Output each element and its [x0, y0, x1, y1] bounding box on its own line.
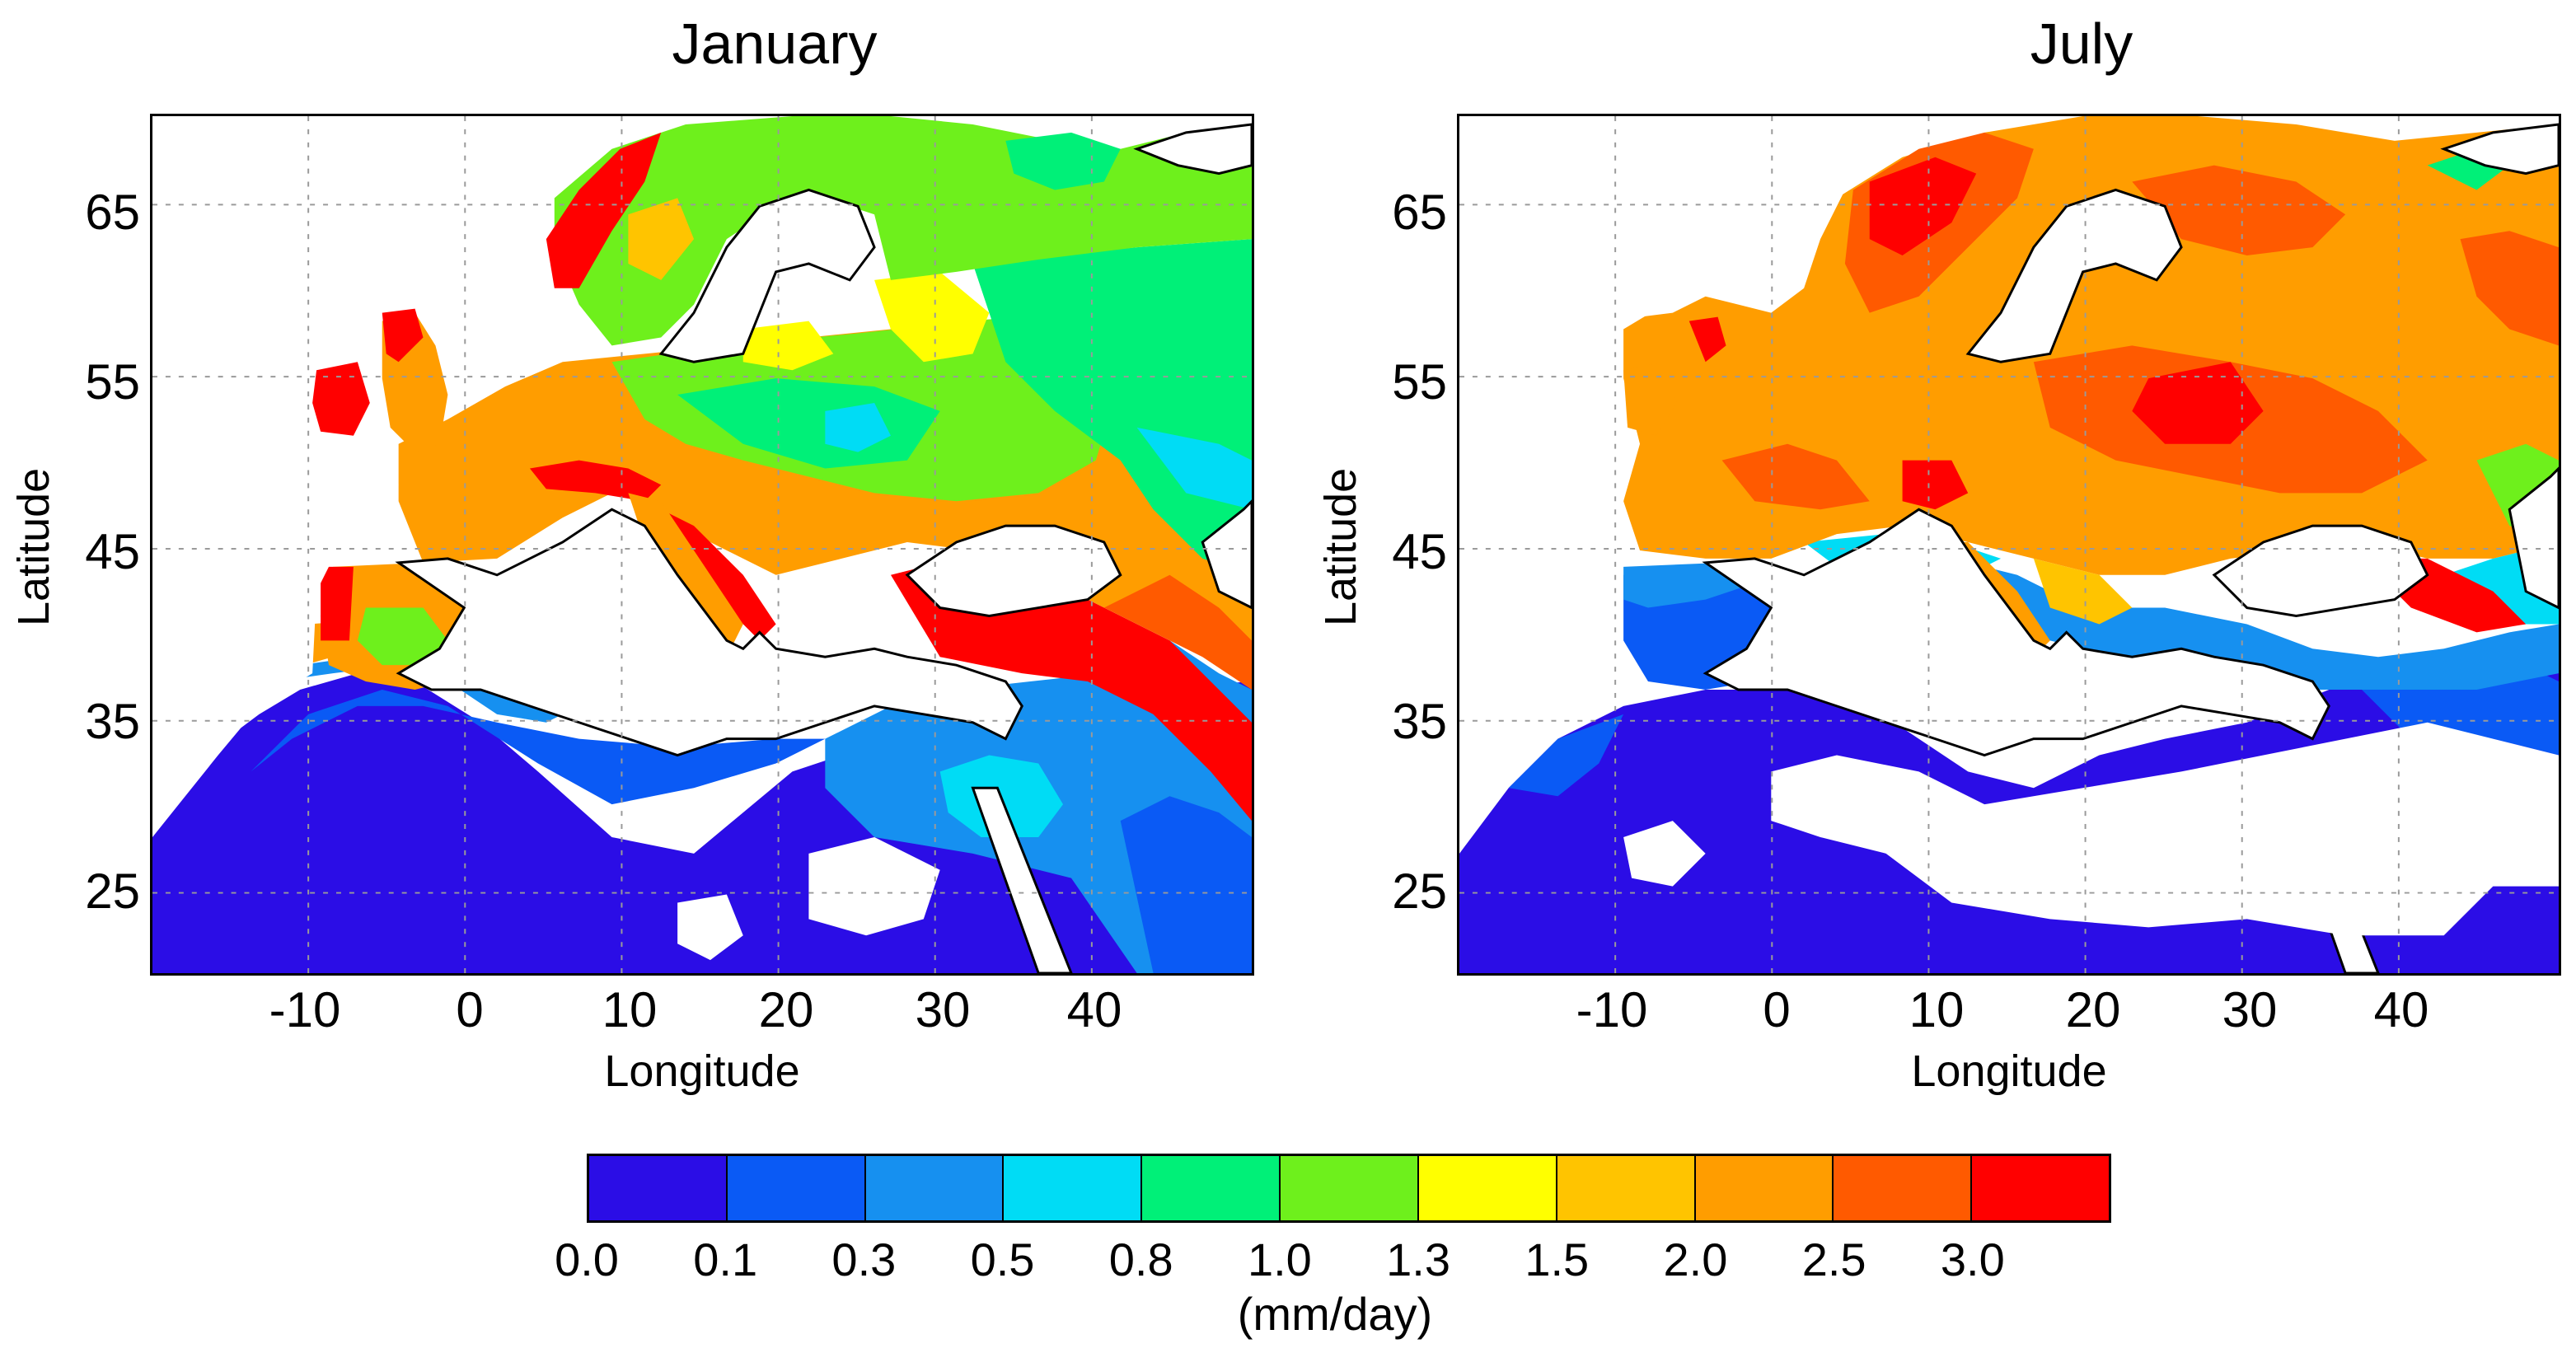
lon-tick-label: 10 [602, 982, 658, 1037]
colorbar-tick-label: 1.5 [1525, 1234, 1590, 1285]
lon-tick-label: 0 [1763, 982, 1791, 1037]
lat-tick-label: 55 [1392, 354, 1447, 410]
lat-tick-label: 55 [85, 354, 140, 410]
sea-areas [1459, 116, 2559, 973]
lon-tick-label: 30 [915, 982, 971, 1037]
colorbar-tick-label: 1.0 [1247, 1234, 1312, 1285]
x-axis-label: Longitude [604, 1046, 800, 1096]
lon-tick-label: -10 [269, 982, 341, 1037]
colorbar-swatch [1142, 1156, 1281, 1220]
colorbar-swatch [1972, 1156, 2109, 1220]
lat-tick-label: 25 [1392, 864, 1447, 919]
colorbar-unit: (mm/day) [1237, 1288, 1433, 1340]
colorbar-tick-label: 0.0 [555, 1234, 619, 1285]
colorbar-swatch [1004, 1156, 1143, 1220]
lat-tick-label: 65 [85, 185, 140, 240]
lon-tick-label: 20 [2065, 982, 2121, 1037]
colorbar-swatch [589, 1156, 728, 1220]
lat-tick-label: 45 [85, 524, 140, 579]
panel-title: January [672, 12, 878, 76]
lat-tick-label: 35 [1392, 694, 1447, 749]
precipitation-map-january [152, 116, 1252, 973]
lat-tick-label: 45 [1392, 524, 1447, 579]
colorbar-tick-label: 0.1 [693, 1234, 758, 1285]
lon-tick-label: 40 [2373, 982, 2429, 1037]
lat-tick-label: 35 [85, 694, 140, 749]
map-panel-january: January [0, 0, 1286, 1104]
colorbar-swatch [727, 1156, 866, 1220]
colorbar-swatch [1834, 1156, 1973, 1220]
colorbar [587, 1154, 2111, 1223]
lat-tick-label: 25 [85, 864, 140, 919]
lon-tick-label: -10 [1576, 982, 1648, 1037]
colorbar-tick-label: 2.5 [1801, 1234, 1866, 1285]
map-plot-area [1457, 114, 2561, 976]
colorbar-tick-label: 0.3 [831, 1234, 897, 1285]
map-plot-area [150, 114, 1254, 976]
lon-tick-label: 40 [1066, 982, 1122, 1037]
colorbar-tick-label: 1.3 [1386, 1234, 1450, 1285]
map-panel-july: July [1307, 0, 2576, 1104]
colorbar-tick-label: 0.5 [970, 1234, 1035, 1285]
colorbar-swatch [1418, 1156, 1557, 1220]
colorbar-tick-label: 0.8 [1108, 1234, 1173, 1285]
precipitation-map-july [1459, 116, 2559, 973]
lat-tick-label: 65 [1392, 185, 1447, 240]
lon-tick-label: 30 [2222, 982, 2278, 1037]
land-field [152, 116, 1252, 973]
sea-areas [152, 116, 1252, 973]
colorbar-labels: 0.0 0.1 0.3 0.5 0.8 1.0 1.3 1.5 2.0 2.5 3.0 [519, 1231, 2167, 1289]
y-axis-label: Latitude [1316, 467, 1365, 626]
x-axis-label: Longitude [1911, 1046, 2107, 1096]
panel-title: July [2030, 12, 2133, 76]
land-field [1459, 116, 2559, 973]
y-axis-label: Latitude [9, 467, 59, 626]
lon-tick-label: 0 [456, 982, 484, 1037]
colorbar-swatch [1695, 1156, 1834, 1220]
colorbar-swatch [1557, 1156, 1696, 1220]
lon-tick-label: 10 [1909, 982, 1965, 1037]
colorbar-tick-label: 2.0 [1663, 1234, 1728, 1285]
colorbar-swatch [1281, 1156, 1419, 1220]
colorbar-tick-label: 3.0 [1940, 1234, 2005, 1285]
colorbar-swatch [865, 1156, 1005, 1220]
lon-tick-label: 20 [758, 982, 814, 1037]
